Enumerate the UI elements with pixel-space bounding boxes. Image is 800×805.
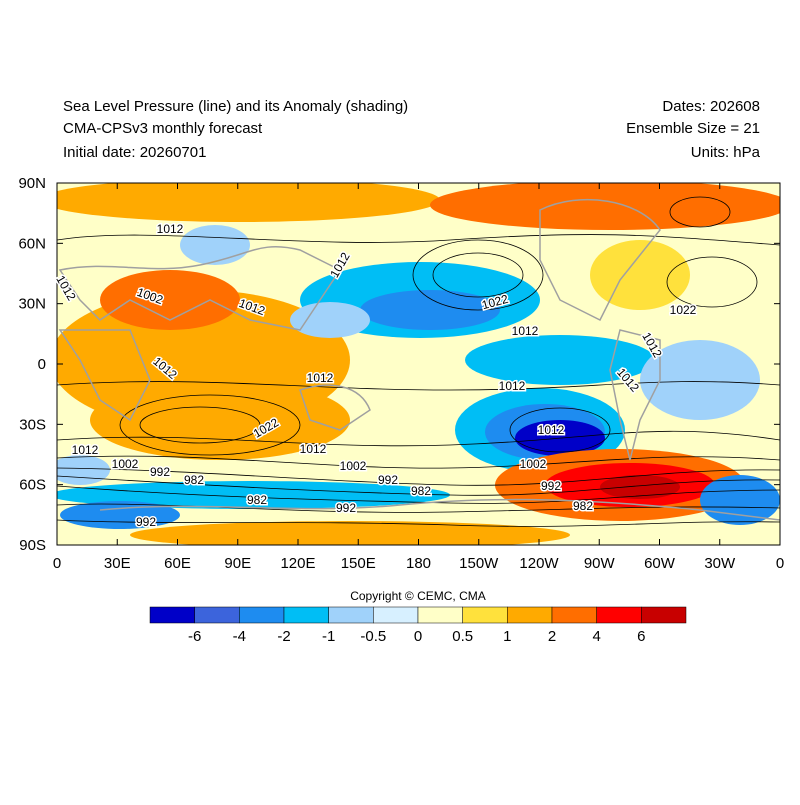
colorbar-box (283, 606, 329, 624)
shade (130, 521, 570, 545)
lon-label: 0 (53, 555, 61, 572)
contour-label: 992 (336, 501, 356, 515)
header-right: Ensemble Size = 21 (626, 120, 760, 137)
contour-label: 1002 (520, 457, 547, 471)
lon-label: 60E (164, 555, 191, 572)
colorbar-box (596, 606, 642, 624)
colorbar-label: 1 (503, 628, 511, 645)
header-right: Dates: 202608 (662, 98, 760, 115)
lat-label: 0 (38, 356, 46, 373)
lon-label: 150E (341, 555, 376, 572)
shade (590, 240, 690, 310)
lon-label: 120E (280, 555, 315, 572)
shade (360, 290, 500, 330)
contour-label: 1012 (499, 379, 526, 393)
contour-label: 992 (136, 515, 156, 529)
anomaly-shading (57, 183, 780, 545)
shade (57, 481, 450, 509)
colorbar-label: 0 (414, 628, 422, 645)
shade (180, 225, 250, 265)
colorbar-label: 4 (592, 628, 600, 645)
lon-label: 30E (104, 555, 131, 572)
shade (100, 270, 240, 330)
colorbar-box (462, 606, 508, 624)
lon-label: 90E (224, 555, 251, 572)
shade (700, 475, 780, 525)
colorbar-box (373, 606, 419, 624)
contour-label: 1012 (512, 324, 539, 338)
colorbar-box (507, 606, 553, 624)
shade (90, 380, 350, 460)
header-right: Units: hPa (691, 144, 761, 161)
colorbar-box (551, 606, 597, 624)
copyright: Copyright © CEMC, CMA (350, 589, 486, 603)
shade (600, 475, 680, 499)
colorbar-label: 2 (548, 628, 556, 645)
contour-label: 1012 (538, 423, 565, 437)
contour-label: 992 (378, 473, 398, 487)
lat-label: 30S (19, 416, 46, 433)
lon-label: 180 (406, 555, 431, 572)
lon-label: 30W (704, 555, 736, 572)
lat-label: 90S (19, 537, 46, 554)
colorbar-box (149, 606, 195, 624)
colorbar: -6 -4 -2 -1 -0.5 0 0.5 1 2 4 6 (149, 606, 687, 645)
colorbar-label: -1 (322, 628, 335, 645)
lat-label: 90N (18, 175, 46, 192)
colorbar-box (239, 606, 285, 624)
contour-label: 1012 (72, 443, 99, 457)
shade (290, 302, 370, 338)
contour-label: 982 (573, 499, 593, 513)
colorbar-label: -2 (277, 628, 290, 645)
colorbar-label: -0.5 (360, 628, 386, 645)
header-left: Initial date: 20260701 (63, 144, 206, 161)
lon-label: 120W (519, 555, 559, 572)
lon-label: 150W (459, 555, 499, 572)
lon-label: 90W (584, 555, 616, 572)
coastlines (58, 198, 780, 521)
lat-label: 60S (19, 477, 46, 494)
lat-label: 30N (18, 296, 46, 313)
colorbar-label: 6 (637, 628, 645, 645)
colorbar-label: -6 (188, 628, 201, 645)
colorbar-box (194, 606, 240, 624)
contour-label: 992 (150, 465, 170, 479)
header-left: Sea Level Pressure (line) and its Anomal… (63, 98, 408, 115)
shade (57, 455, 110, 485)
lon-label: 60W (644, 555, 676, 572)
contour-label: 982 (411, 484, 431, 498)
colorbar-box (641, 606, 687, 624)
colorbar-label: 0.5 (452, 628, 473, 645)
contour-label: 1002 (340, 459, 367, 473)
contour-label: 1002 (112, 457, 139, 471)
contour-label: 1022 (670, 303, 697, 317)
colorbar-label: -4 (233, 628, 246, 645)
header-left: CMA-CPSv3 monthly forecast (63, 120, 263, 137)
lat-label: 60N (18, 235, 46, 252)
contours (57, 196, 780, 527)
contour-label: 992 (541, 479, 561, 493)
colorbar-box (417, 606, 463, 624)
shade (430, 183, 780, 230)
contour-label: 982 (247, 493, 267, 507)
shade (465, 335, 655, 385)
lon-label: 0 (776, 555, 784, 572)
contour-label: 1012 (307, 371, 334, 385)
shade (57, 183, 440, 222)
contour-label: 1012 (300, 442, 327, 456)
colorbar-box (328, 606, 374, 624)
contour-label: 982 (184, 473, 204, 487)
shade (640, 340, 760, 420)
contour-label: 1012 (157, 222, 184, 236)
